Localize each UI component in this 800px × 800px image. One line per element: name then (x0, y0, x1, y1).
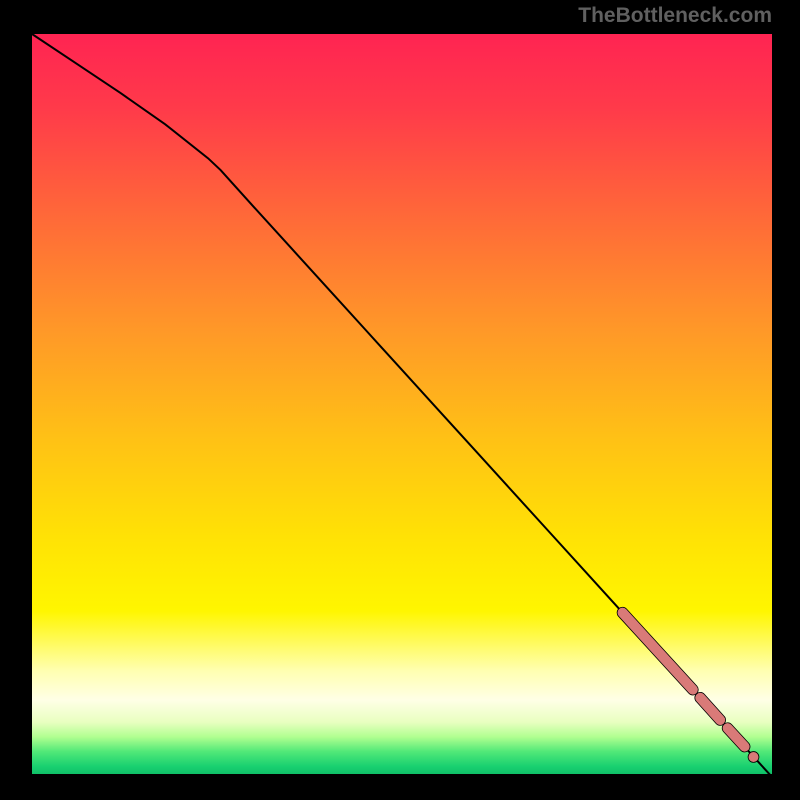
marker-dot (749, 752, 759, 762)
chart-svg (0, 0, 800, 800)
chart-container: TheBottleneck.com (0, 0, 800, 800)
watermark-text: TheBottleneck.com (578, 4, 772, 28)
